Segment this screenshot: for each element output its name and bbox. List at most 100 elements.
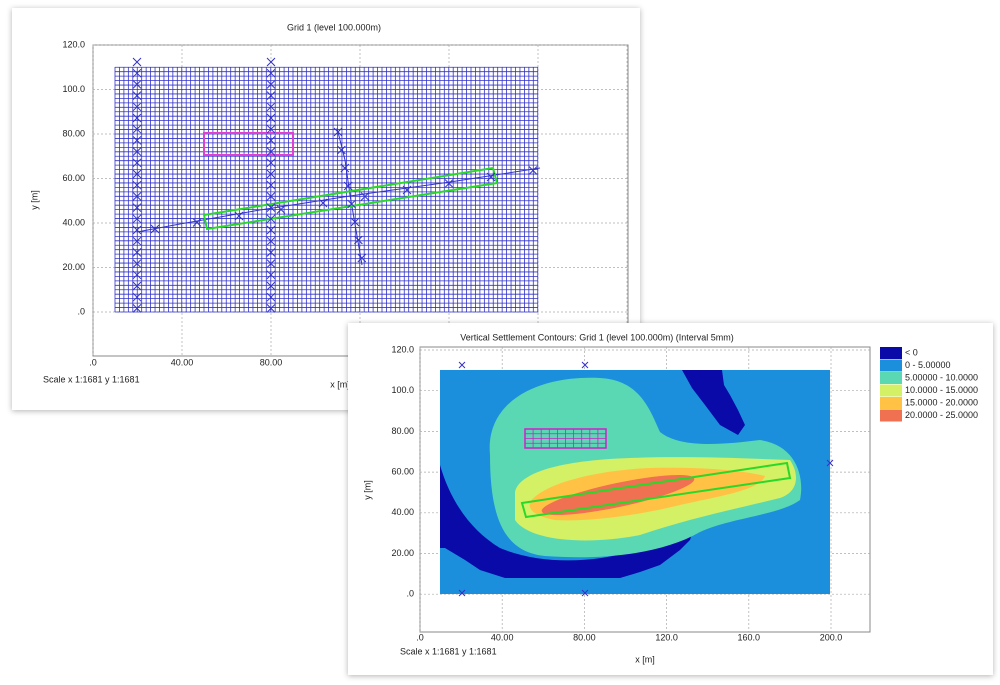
pile-marker	[347, 199, 356, 209]
pile-marker	[266, 270, 276, 280]
pile-line	[136, 167, 541, 233]
pile-marker	[266, 68, 276, 78]
pile-marker	[132, 91, 142, 100]
raft-outline	[520, 461, 792, 519]
pile-marker	[132, 57, 142, 67]
legend-label: 15.0000 - 20.0000	[905, 397, 978, 407]
y-tick-label: .0	[77, 306, 85, 316]
pile-marker	[266, 192, 276, 201]
scale-label: Scale x 1:1681 y 1:1681	[43, 374, 140, 384]
pile-marker	[266, 80, 276, 89]
pile-marker	[132, 270, 142, 280]
pile-marker	[318, 198, 328, 208]
legend-swatch	[880, 397, 902, 409]
x-tick-label: .0	[89, 357, 97, 367]
x-axis-label: x [m]	[330, 379, 350, 389]
pile-marker	[132, 147, 142, 156]
pile-marker	[266, 102, 276, 112]
x-tick-label: 40.00	[491, 632, 514, 642]
pile-marker	[266, 57, 276, 67]
legend-swatch	[880, 347, 902, 359]
pile-marker	[150, 224, 160, 234]
legend-swatch	[880, 359, 902, 372]
pile-marker	[458, 361, 466, 369]
y-tick-label: 20.00	[62, 262, 85, 272]
pile-marker	[528, 166, 538, 175]
scale-label: Scale x 1:1681 y 1:1681	[400, 646, 497, 656]
y-tick-label: 60.00	[391, 466, 414, 476]
pile-marker	[266, 169, 276, 179]
foundation-outline	[524, 428, 607, 449]
pile-marker	[266, 248, 276, 257]
legend-label: 20.0000 - 25.0000	[905, 410, 978, 420]
panel-title: Grid 1 (level 100.000m)	[287, 22, 381, 32]
pile-marker	[340, 163, 350, 173]
contour-fill	[682, 370, 745, 435]
x-tick-label: 40.00	[171, 357, 194, 367]
pile-marker	[132, 225, 142, 235]
pile-marker	[266, 124, 276, 134]
pile-marker	[132, 236, 142, 246]
legend-label: 10.0000 - 15.0000	[905, 385, 978, 395]
pile-marker	[266, 281, 276, 291]
pile-marker	[337, 145, 346, 155]
pile-marker	[343, 181, 353, 191]
legend-label: 0 - 5.00000	[905, 360, 951, 370]
x-tick-label: 160.0	[738, 632, 761, 642]
pile-marker	[354, 235, 363, 245]
pile-marker	[132, 68, 142, 78]
pile-marker	[132, 136, 142, 145]
pile-marker	[132, 124, 142, 134]
y-tick-label: 40.00	[62, 217, 85, 227]
plot-frame	[419, 346, 871, 633]
pile-marker	[234, 211, 244, 221]
legend-swatch	[880, 372, 902, 384]
legend-swatch	[880, 409, 902, 422]
panel-title: Vertical Settlement Contours: Grid 1 (le…	[460, 332, 734, 342]
pile-marker	[132, 304, 142, 313]
x-tick-label: .0	[416, 632, 424, 642]
pile-marker	[266, 214, 276, 224]
pile-marker	[132, 203, 142, 212]
x-tick-label: 200.0	[820, 632, 843, 642]
foundation-outline	[203, 132, 294, 156]
pile-marker	[132, 80, 142, 89]
pile-marker	[132, 158, 142, 168]
y-tick-label: 100.0	[62, 84, 85, 94]
pile-marker	[266, 180, 276, 190]
pile-marker	[266, 91, 276, 100]
pile-marker	[826, 459, 834, 467]
pile-marker	[132, 180, 142, 190]
pile-marker	[132, 102, 142, 112]
pile-marker	[132, 248, 142, 257]
pile-marker	[132, 113, 142, 123]
y-tick-label: 20.00	[391, 548, 414, 558]
contour-fill	[541, 474, 695, 516]
pile-marker	[266, 304, 276, 313]
contour-panel: Vertical Settlement Contours: Grid 1 (le…	[348, 323, 993, 675]
pile-marker	[132, 259, 142, 268]
y-tick-label: 120.0	[391, 344, 414, 354]
y-tick-label: .0	[406, 589, 414, 599]
legend-label: 5.00000 - 10.0000	[905, 372, 978, 382]
pile-marker	[266, 225, 276, 235]
pile-marker	[581, 361, 589, 369]
pile-marker	[357, 253, 367, 263]
pile-marker	[266, 113, 276, 123]
x-tick-label: 120.0	[655, 632, 678, 642]
y-axis-label: y [m]	[29, 190, 39, 210]
x-tick-label: 80.00	[260, 357, 283, 367]
pile-marker	[266, 147, 276, 156]
legend-label: < 0	[905, 347, 918, 357]
pile-marker	[458, 589, 466, 597]
pile-marker	[192, 218, 202, 227]
pile-marker	[266, 236, 276, 246]
y-tick-label: 80.00	[391, 426, 414, 436]
pile-marker	[333, 127, 343, 137]
raft-outline	[202, 166, 499, 231]
pile-marker	[266, 158, 276, 168]
y-tick-label: 120.0	[62, 39, 85, 49]
pile-marker	[350, 217, 360, 227]
x-tick-label: 80.00	[573, 632, 596, 642]
